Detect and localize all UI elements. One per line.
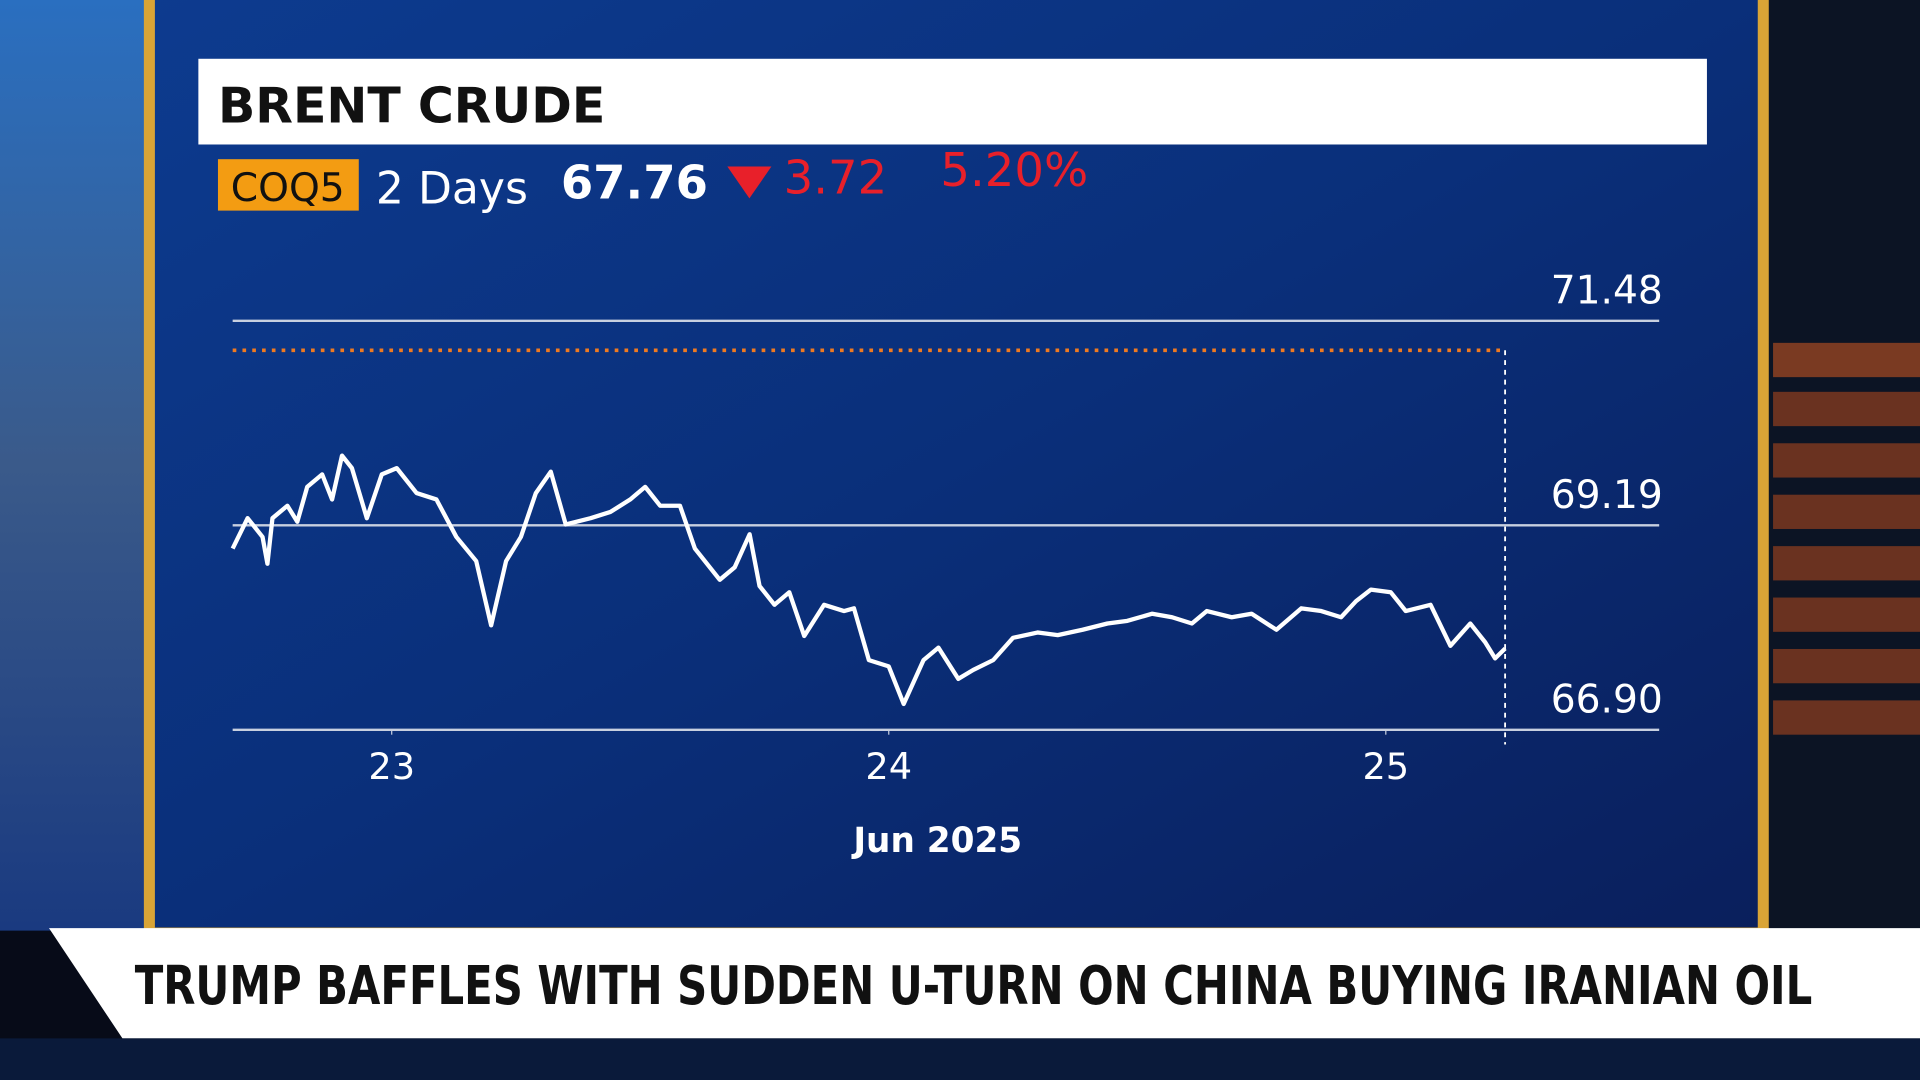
chart-title: BRENT CRUDE <box>218 77 605 134</box>
x-tick-label: 23 <box>368 745 415 788</box>
studio-slats <box>1773 342 1920 735</box>
price-line <box>230 453 1507 707</box>
y-tick-label: 66.90 <box>1551 678 1663 723</box>
y-tick-label: 71.48 <box>1551 269 1663 314</box>
bottom-strip <box>0 1038 1920 1080</box>
x-tick-label: 24 <box>865 745 912 788</box>
headline-band <box>48 928 1920 1039</box>
period: 2 Days <box>376 163 528 214</box>
headline: TRUMP BAFFLES WITH SUDDEN U-TURN ON CHIN… <box>135 954 1813 1017</box>
x-axis-label: Jun 2025 <box>851 821 1022 861</box>
y-tick-label: 69.19 <box>1551 473 1663 518</box>
down-arrow <box>727 166 772 199</box>
symbol: COQ5 <box>231 166 345 211</box>
title-band <box>198 58 1707 145</box>
change: 3.72 <box>784 150 888 204</box>
x-tick-label: 25 <box>1362 745 1409 788</box>
screen <box>143 0 1769 939</box>
symbol-box <box>217 159 359 211</box>
change-percent: 5.20% <box>940 143 1088 197</box>
price: 67.76 <box>561 155 708 209</box>
backdrop-left <box>0 0 160 931</box>
